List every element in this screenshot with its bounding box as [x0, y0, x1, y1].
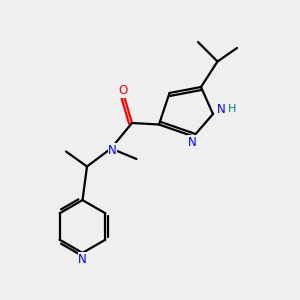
- Text: N: N: [78, 253, 87, 266]
- Text: N: N: [188, 136, 196, 149]
- Text: O: O: [118, 84, 127, 98]
- Text: N: N: [217, 103, 226, 116]
- Text: H: H: [228, 104, 237, 115]
- Text: N: N: [108, 143, 117, 157]
